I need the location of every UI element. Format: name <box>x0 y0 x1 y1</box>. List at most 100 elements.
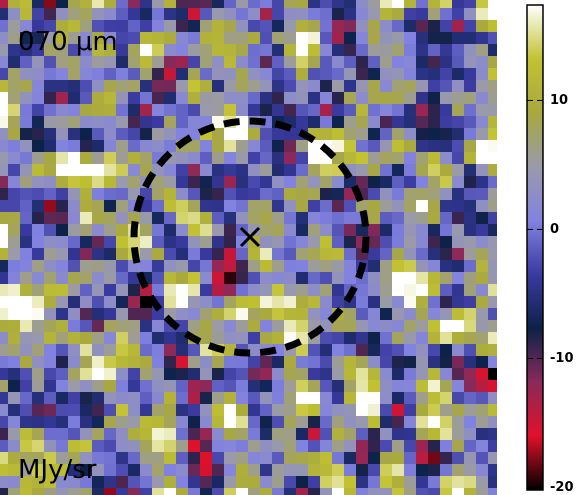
pixel <box>296 320 308 332</box>
pixel <box>236 212 248 224</box>
pixel <box>188 416 200 428</box>
pixel <box>404 272 416 284</box>
pixel <box>92 380 104 392</box>
pixel <box>188 92 200 104</box>
pixel <box>224 56 236 68</box>
pixel <box>380 176 392 188</box>
pixel <box>416 356 428 368</box>
pixel <box>224 104 236 116</box>
pixel <box>176 380 188 392</box>
pixel <box>32 332 44 344</box>
pixel <box>488 152 497 164</box>
pixel <box>440 200 452 212</box>
pixel <box>416 176 428 188</box>
pixel <box>320 380 332 392</box>
pixel <box>236 272 248 284</box>
pixel <box>344 92 356 104</box>
pixel <box>164 200 176 212</box>
pixel <box>188 476 200 488</box>
pixel <box>8 452 20 464</box>
pixel <box>380 152 392 164</box>
pixel <box>440 140 452 152</box>
pixel <box>188 128 200 140</box>
pixel <box>476 416 488 428</box>
pixel <box>224 20 236 32</box>
pixel <box>356 0 368 8</box>
pixel <box>116 212 128 224</box>
pixel <box>224 284 236 296</box>
pixel <box>200 368 212 380</box>
pixel <box>332 356 344 368</box>
pixel <box>332 200 344 212</box>
pixel <box>56 68 68 80</box>
pixel <box>476 0 488 8</box>
pixel <box>0 224 8 236</box>
pixel <box>8 140 20 152</box>
pixel <box>440 476 452 488</box>
pixel <box>56 116 68 128</box>
pixel <box>32 188 44 200</box>
pixel <box>332 248 344 260</box>
pixel <box>380 392 392 404</box>
pixel <box>188 380 200 392</box>
pixel <box>416 20 428 32</box>
pixel <box>416 212 428 224</box>
pixel <box>488 212 497 224</box>
pixel <box>344 428 356 440</box>
pixel <box>0 68 8 80</box>
pixel <box>8 356 20 368</box>
pixel <box>248 56 260 68</box>
pixel <box>20 320 32 332</box>
pixel <box>272 428 284 440</box>
pixel <box>44 416 56 428</box>
pixel <box>464 68 476 80</box>
pixel <box>80 104 92 116</box>
pixel <box>92 440 104 452</box>
pixel <box>212 188 224 200</box>
pixel <box>440 284 452 296</box>
pixel <box>92 248 104 260</box>
pixel <box>80 236 92 248</box>
pixel <box>248 104 260 116</box>
pixel <box>140 0 152 8</box>
pixel <box>368 104 380 116</box>
pixel <box>128 488 140 495</box>
pixel <box>152 452 164 464</box>
pixel <box>188 320 200 332</box>
pixel <box>344 116 356 128</box>
pixel <box>224 464 236 476</box>
pixel <box>32 452 44 464</box>
pixel <box>308 224 320 236</box>
pixel <box>200 200 212 212</box>
pixel <box>92 104 104 116</box>
pixel <box>140 488 152 495</box>
pixel <box>368 296 380 308</box>
pixel <box>212 380 224 392</box>
pixel <box>440 176 452 188</box>
pixel <box>92 8 104 20</box>
pixel <box>104 452 116 464</box>
pixel <box>236 392 248 404</box>
pixel <box>212 332 224 344</box>
pixel <box>128 80 140 92</box>
pixel <box>80 116 92 128</box>
pixel <box>488 236 497 248</box>
pixel <box>200 308 212 320</box>
pixel <box>200 92 212 104</box>
pixel <box>56 188 68 200</box>
pixel <box>56 176 68 188</box>
pixel <box>356 68 368 80</box>
pixel <box>68 152 80 164</box>
pixel <box>272 404 284 416</box>
pixel <box>284 476 296 488</box>
pixel <box>164 176 176 188</box>
pixel <box>20 68 32 80</box>
pixel <box>332 320 344 332</box>
pixel <box>212 320 224 332</box>
pixel <box>440 152 452 164</box>
pixel <box>116 68 128 80</box>
pixel <box>176 212 188 224</box>
pixel <box>308 308 320 320</box>
pixel <box>176 236 188 248</box>
pixel <box>488 380 497 392</box>
